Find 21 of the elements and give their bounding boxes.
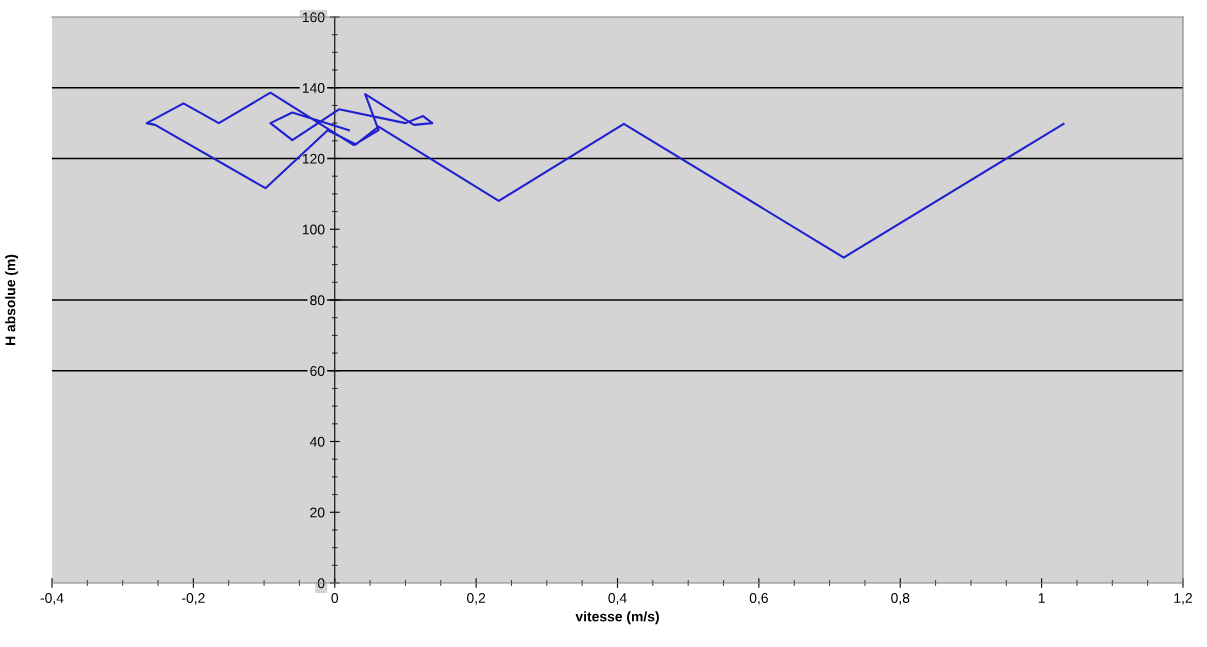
x-tick-label: 0,4 [608, 593, 627, 605]
x-tick-label: 0,8 [891, 593, 910, 605]
y-tick-label: 100 [302, 224, 325, 235]
y-axis-title: H absolue (m) [5, 254, 19, 345]
x-tick-label: 1 [1038, 593, 1045, 603]
line-series [145, 91, 1065, 259]
x-tick-label: -0,4 [40, 593, 64, 605]
y-tick-label: 40 [309, 436, 325, 447]
x-axis-title: vitesse (m/s) [575, 611, 659, 625]
x-tick-label: 0 [331, 593, 339, 603]
y-tick-label: 120 [302, 153, 325, 164]
x-tick-label: 0,2 [467, 593, 486, 605]
y-tick-label: 20 [310, 507, 325, 518]
y-tick-label: 160 [302, 12, 325, 23]
y-tick-label: 140 [302, 83, 325, 93]
x-tick-label: 1,2 [1174, 593, 1192, 605]
y-tick-label: 80 [310, 295, 325, 306]
x-tick-label: -0,2 [182, 593, 205, 605]
y-tick-label: 0 [317, 578, 325, 589]
x-tick-label: 0,6 [749, 593, 768, 605]
y-tick-label: 60 [310, 366, 325, 376]
